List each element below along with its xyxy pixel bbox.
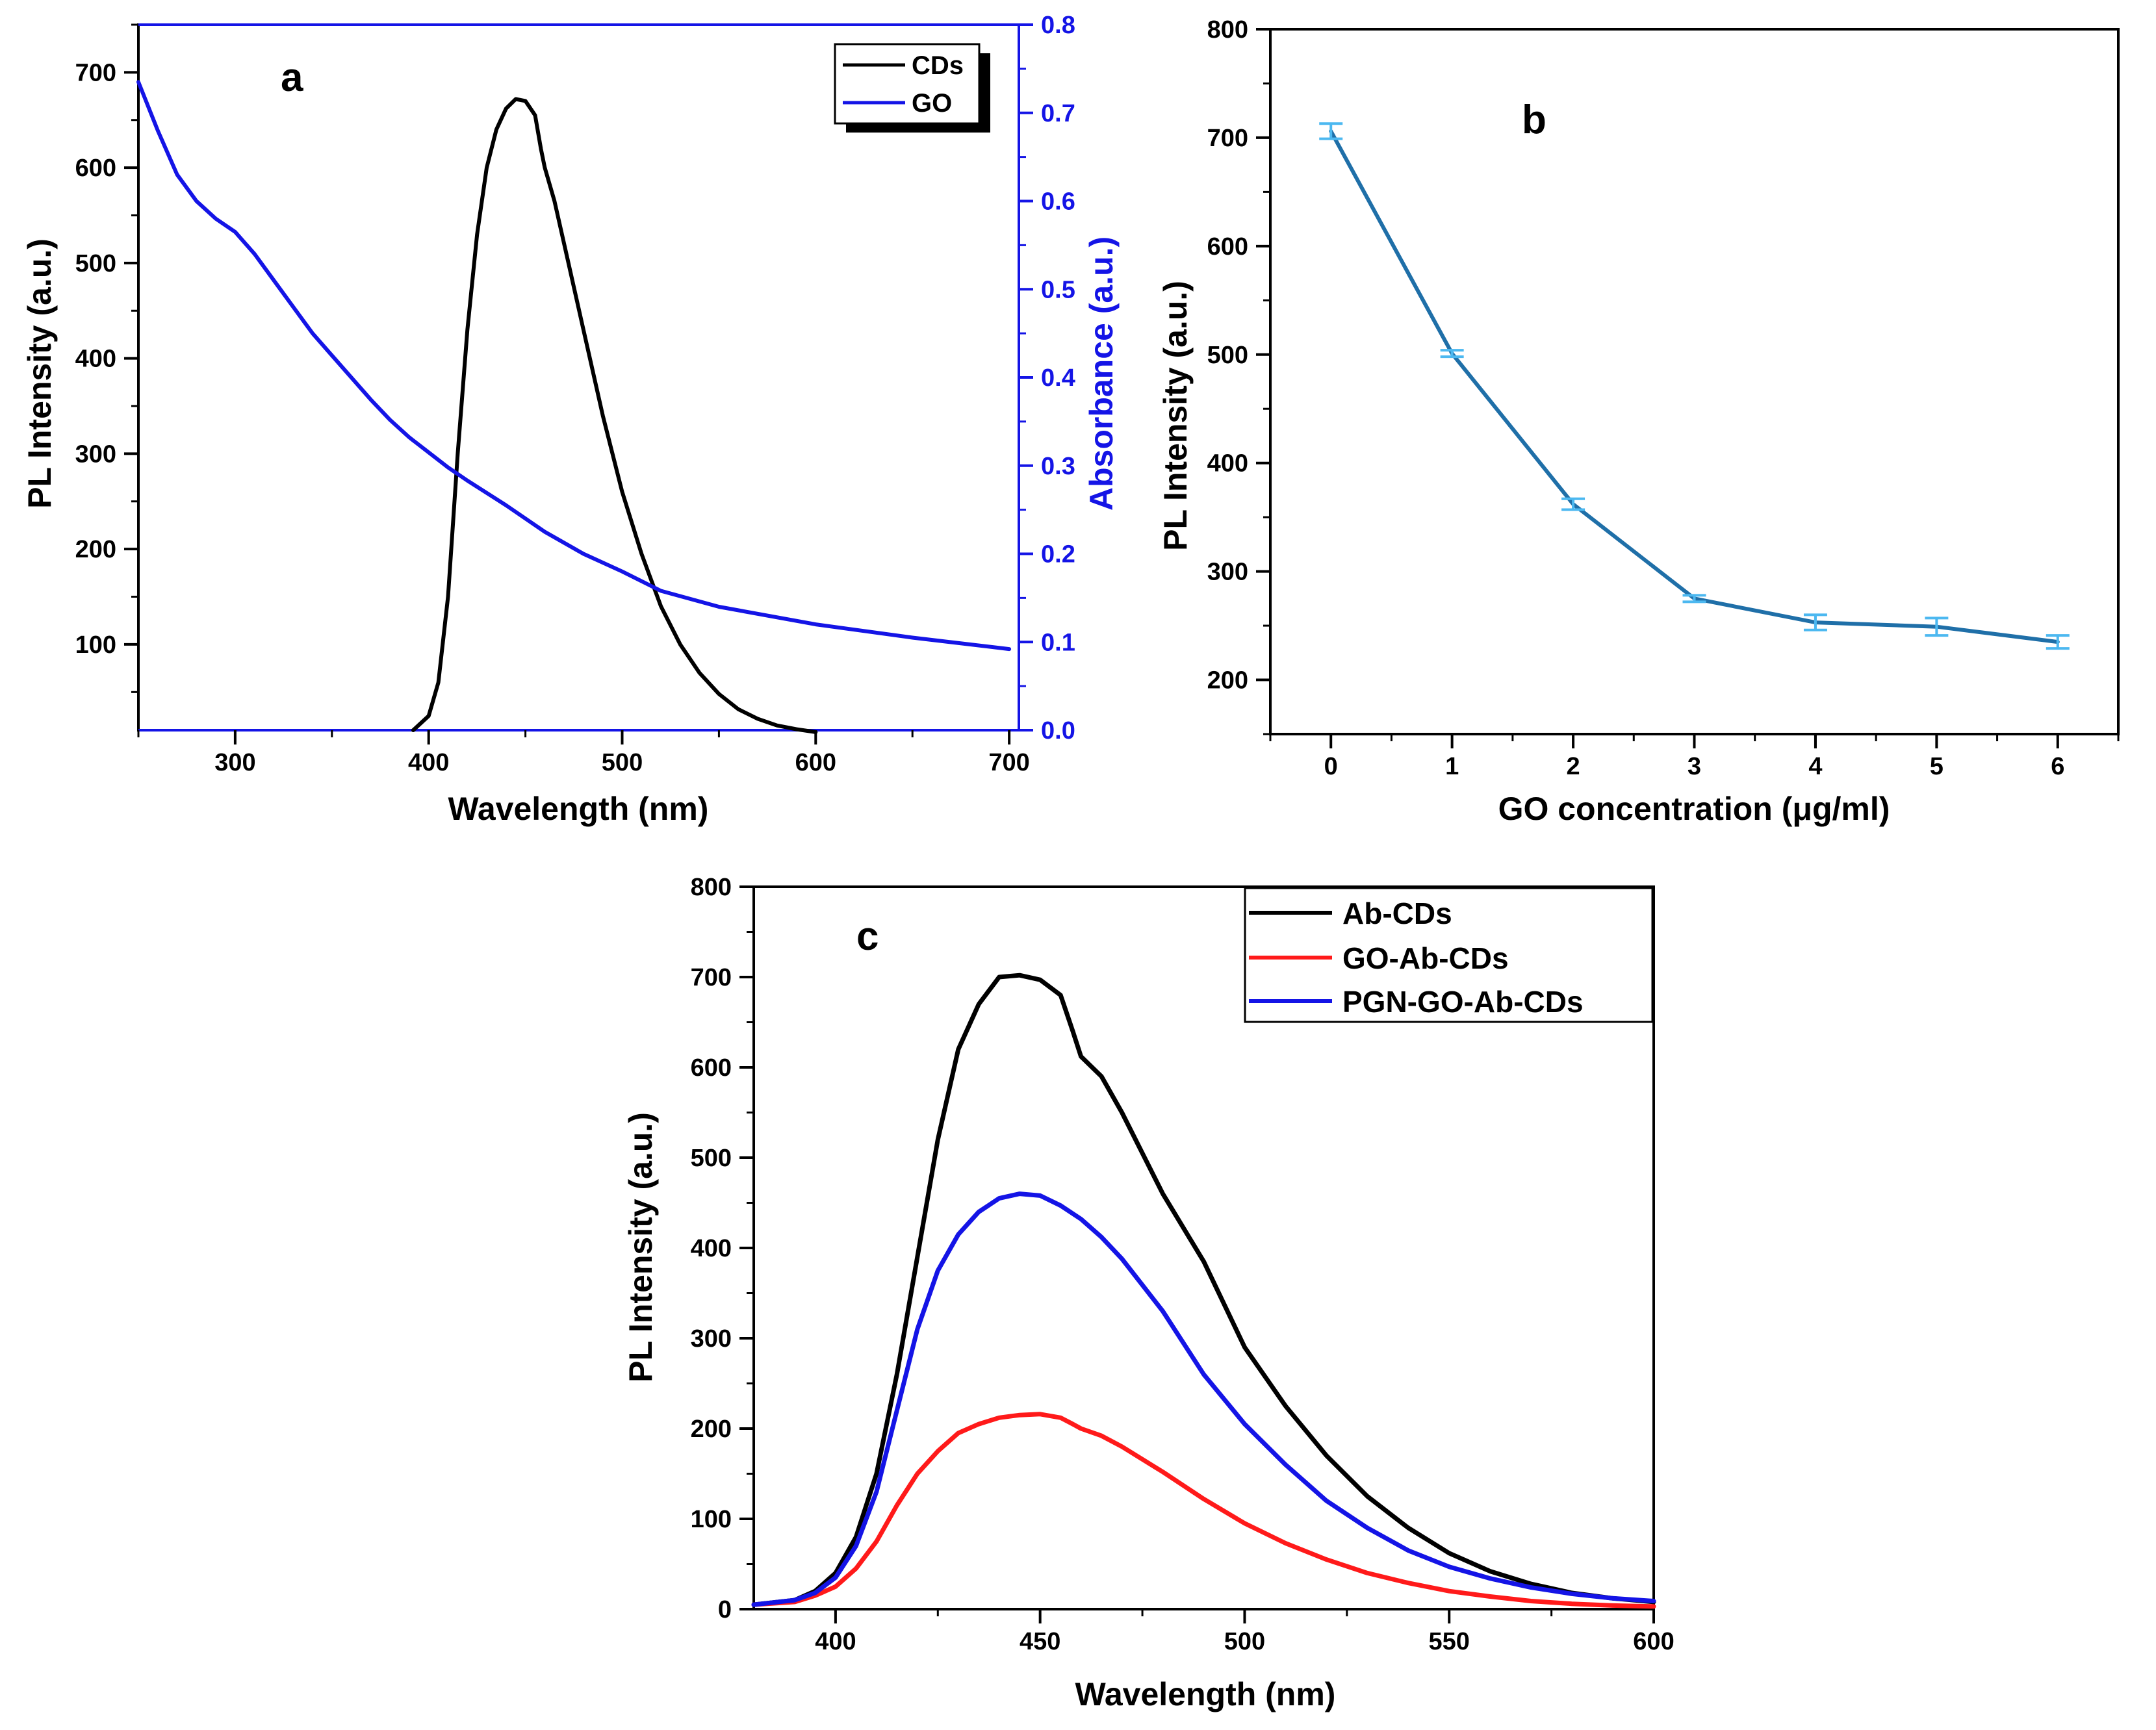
panel-a-chart: 300 400 500 600 700 100 200 300 400 500 600 700 0.… [21, 12, 1120, 827]
x-tick-label: 3 [1688, 753, 1701, 780]
y-right-tick-label: 0.7 [1041, 100, 1075, 127]
legend-label-ab-cds: Ab-CDs [1342, 897, 1452, 930]
error-bar [1561, 497, 1585, 511]
x-tick-label: 700 [988, 749, 1029, 776]
y-tick-label: 400 [691, 1235, 732, 1262]
legend-label-go: GO [912, 89, 952, 118]
legend-label-go-ab-cds: GO-Ab-CDs [1342, 941, 1509, 975]
x-tick-label: 500 [1224, 1628, 1265, 1655]
y-right-tick-label: 0.2 [1041, 541, 1075, 568]
panel-b-chart: 0 1 2 3 4 5 6 200 300 400 500 600 700 800 b GO conce… [1157, 16, 2120, 827]
y-tick-label: 600 [691, 1054, 732, 1082]
x-tick-label: 4 [1808, 753, 1822, 780]
y-tick-label: 700 [75, 59, 116, 86]
panel-c-chart: 400 450 500 550 600 0 100 200 300 400 500 600 700 80… [622, 874, 1675, 1712]
panel-c-ylabel: PL Intensity (a.u.) [622, 1112, 659, 1382]
panel-a-label: a [281, 55, 303, 100]
panel-c-label: c [856, 914, 879, 959]
series-line-ab-cds [751, 973, 1656, 1607]
panel-b-label: b [1522, 97, 1546, 142]
series-line-pgn-go-ab-cds [751, 1191, 1656, 1607]
x-tick-label: 0 [1324, 753, 1338, 780]
x-tick-label: 400 [408, 749, 449, 776]
y-tick-label: 200 [691, 1416, 732, 1443]
y-tick-label: 700 [1207, 125, 1248, 152]
panel-b-xlabel: GO concentration (μg/ml) [1498, 791, 1890, 827]
y-right-tick-label: 0.0 [1041, 717, 1075, 744]
panel-a-legend: CDs GO [834, 43, 990, 133]
series-line-go [136, 80, 1012, 652]
panel-b-ylabel: PL Intensity (a.u.) [1157, 281, 1194, 551]
y-tick-label: 100 [691, 1506, 732, 1533]
y-tick-label: 800 [691, 874, 732, 901]
error-bar [1319, 122, 1343, 140]
y-tick-label: 500 [75, 250, 116, 277]
panel-a-xlabel: Wavelength (nm) [448, 791, 709, 827]
y-tick-label: 400 [75, 346, 116, 373]
legend-label-pgn-go-ab-cds: PGN-GO-Ab-CDs [1342, 985, 1584, 1019]
series-line-cds [411, 97, 818, 734]
y-tick-label: 200 [1207, 667, 1248, 694]
error-bar [1925, 617, 1949, 637]
x-tick-label: 500 [602, 749, 643, 776]
y-tick-label: 300 [1207, 559, 1248, 586]
y-tick-label: 500 [1207, 342, 1248, 369]
x-tick-label: 600 [1633, 1628, 1674, 1655]
y-right-tick-label: 0.1 [1041, 629, 1075, 656]
x-tick-label: 2 [1567, 753, 1580, 780]
panel-a-ylabel: PL Intensity (a.u.) [21, 238, 58, 509]
x-tick-label: 6 [2051, 753, 2064, 780]
panel-c-legend: Ab-CDs GO-Ab-CDs PGN-GO-Ab-CDs [1244, 887, 1654, 1023]
y-right-tick-label: 0.4 [1041, 364, 1075, 392]
x-tick-label: 400 [815, 1628, 856, 1655]
y-tick-label: 300 [691, 1325, 732, 1353]
x-tick-label: 300 [214, 749, 255, 776]
y-tick-label: 700 [691, 964, 732, 991]
legend-label-cds: CDs [912, 51, 964, 80]
error-bar [2046, 634, 2070, 650]
y-tick-label: 0 [718, 1596, 732, 1623]
y-tick-label: 200 [75, 536, 116, 563]
y-tick-label: 100 [75, 631, 116, 659]
panel-a-ylabel-right: Absorbance (a.u.) [1083, 236, 1120, 511]
x-tick-label: 550 [1429, 1628, 1470, 1655]
series-line-go-ab-cds [751, 1412, 1656, 1609]
y-right-tick-label: 0.8 [1041, 12, 1075, 39]
y-right-tick-label: 0.5 [1041, 276, 1075, 303]
y-right-tick-label: 0.3 [1041, 453, 1075, 480]
error-bar [1682, 594, 1706, 604]
y-tick-label: 800 [1207, 16, 1248, 44]
x-tick-label: 1 [1445, 753, 1459, 780]
y-tick-label: 600 [1207, 233, 1248, 261]
panel-c-xlabel: Wavelength (nm) [1075, 1676, 1336, 1712]
x-tick-label: 5 [1930, 753, 1944, 780]
error-bar [1440, 349, 1464, 359]
y-tick-label: 500 [691, 1145, 732, 1172]
y-tick-label: 600 [75, 155, 116, 182]
y-right-tick-label: 0.6 [1041, 188, 1075, 216]
y-tick-label: 300 [75, 440, 116, 468]
x-tick-label: 450 [1020, 1628, 1060, 1655]
x-tick-label: 600 [795, 749, 836, 776]
error-bar [1803, 613, 1827, 631]
y-tick-label: 400 [1207, 450, 1248, 477]
